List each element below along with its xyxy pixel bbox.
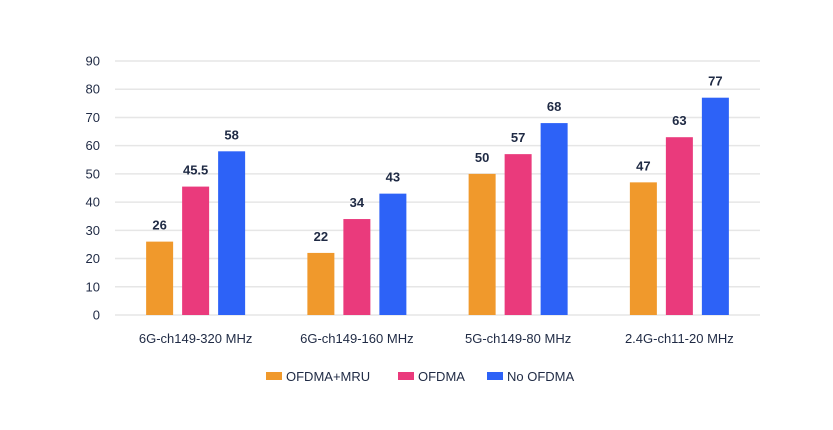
data-label: 43: [386, 170, 400, 185]
y-tick-label: 70: [86, 110, 100, 125]
data-label: 47: [636, 158, 650, 173]
bar: [504, 154, 532, 315]
legend-label: OFDMA: [418, 369, 465, 384]
legend-label: No OFDMA: [507, 369, 575, 384]
bar: [379, 193, 407, 315]
bar: [701, 97, 729, 315]
y-axis: 0 10 20 30 40 50 60 70 80 90: [86, 54, 100, 323]
x-tick-label: 2.4G-ch11-20 MHz: [625, 331, 734, 346]
gridlines: [115, 60, 760, 316]
data-label: 45.5: [183, 163, 208, 178]
bar: [540, 123, 568, 315]
data-label: 68: [547, 99, 561, 114]
data-label: 63: [672, 113, 686, 128]
bar: [307, 252, 335, 315]
y-tick-label: 90: [86, 54, 100, 69]
bar: [146, 241, 174, 315]
legend-swatch: [398, 372, 414, 380]
x-tick-label: 6G-ch149-320 MHz: [139, 331, 252, 346]
bar: [468, 173, 496, 315]
y-tick-label: 60: [86, 138, 100, 153]
y-tick-label: 30: [86, 223, 100, 238]
legend-swatch: [266, 372, 282, 380]
y-tick-label: 0: [93, 308, 100, 323]
bar: [218, 151, 246, 315]
bars: 26 45.5 58 22 34 43 50 57 68 47 63 77: [146, 74, 729, 315]
data-label: 26: [152, 218, 166, 233]
data-label: 58: [224, 127, 238, 142]
data-label: 34: [350, 195, 365, 210]
legend-swatch: [487, 372, 503, 380]
data-label: 77: [708, 74, 722, 89]
data-label: 22: [314, 229, 328, 244]
y-tick-label: 40: [86, 195, 100, 210]
legend-label: OFDMA+MRU: [286, 369, 370, 384]
bar: [182, 186, 210, 315]
legend: OFDMA+MRU OFDMA No OFDMA: [266, 369, 575, 384]
bar: [343, 219, 371, 315]
x-tick-label: 5G-ch149-80 MHz: [465, 331, 571, 346]
bar: [629, 182, 657, 315]
y-tick-label: 80: [86, 82, 100, 97]
x-axis: 6G-ch149-320 MHz 6G-ch149-160 MHz 5G-ch149…: [139, 331, 734, 346]
x-tick-label: 6G-ch149-160 MHz: [300, 331, 413, 346]
y-tick-label: 10: [86, 279, 100, 294]
data-label: 50: [475, 150, 489, 165]
bar: [665, 137, 693, 315]
y-tick-label: 20: [86, 251, 100, 266]
data-label: 57: [511, 130, 525, 145]
y-tick-label: 50: [86, 166, 100, 181]
